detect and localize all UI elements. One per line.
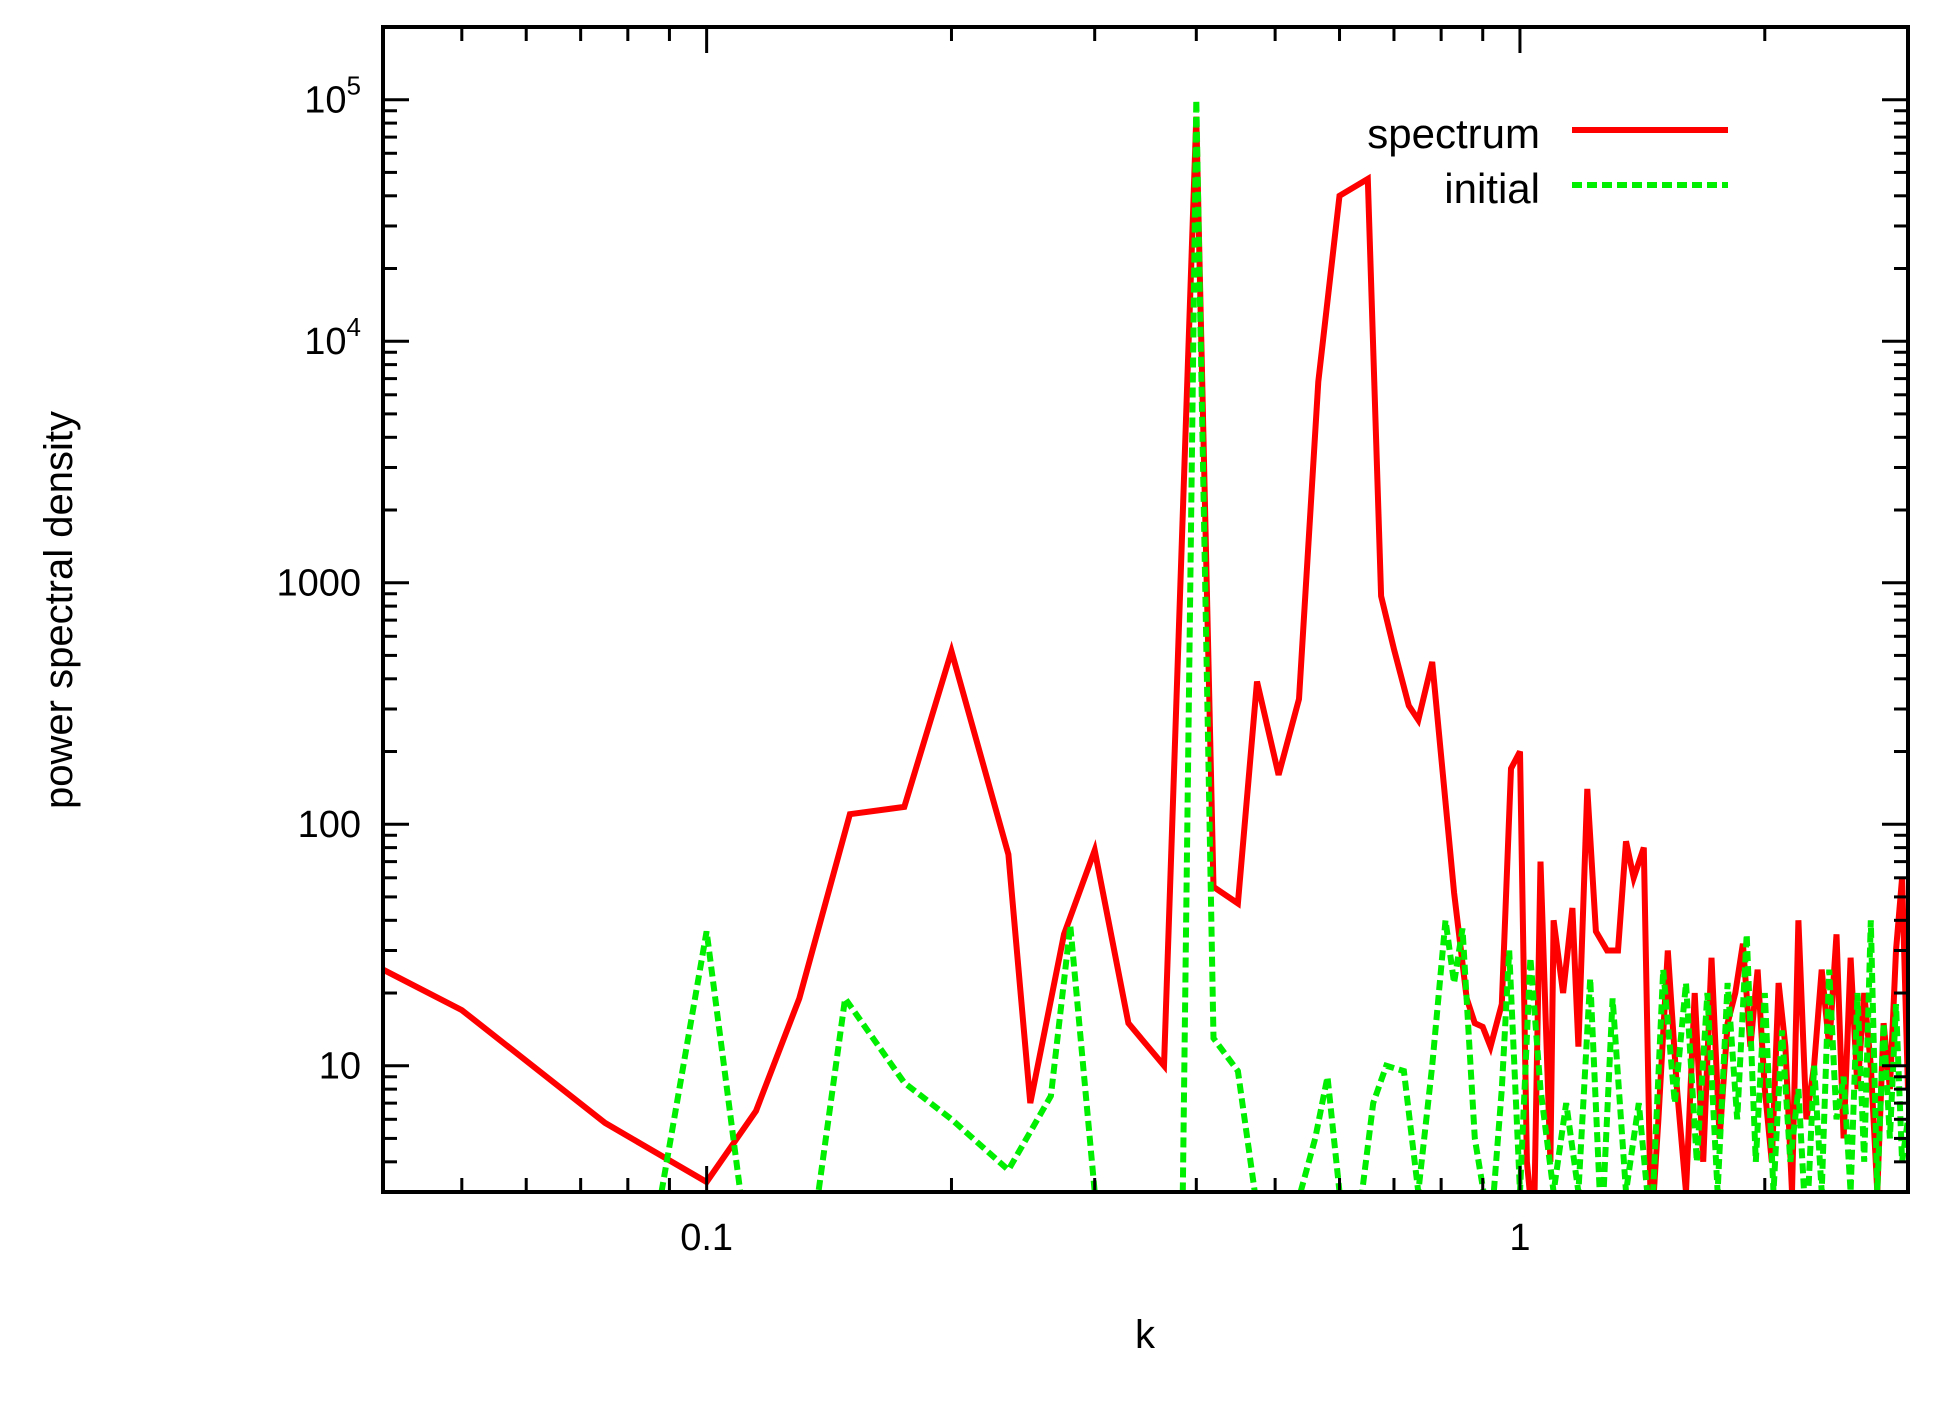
legend: spectrum initial: [1367, 110, 1728, 212]
legend-label-spectrum: spectrum: [1367, 110, 1540, 157]
y-axis-label: power spectral density: [37, 411, 81, 809]
axis-ticks: [381, 25, 1910, 1194]
x-tick-label: 1: [1509, 1217, 1530, 1259]
y-tick-label: 104: [304, 312, 361, 363]
y-tick-label: 105: [304, 71, 361, 122]
y-tick-label: 100: [298, 804, 361, 846]
legend-label-initial: initial: [1444, 165, 1540, 212]
x-axis-label: k: [1135, 1313, 1156, 1357]
x-tick-label: 0.1: [680, 1217, 733, 1259]
y-tick-label: 1000: [276, 563, 361, 605]
series-layer: [383, 99, 1908, 1192]
plot-frame: [381, 25, 1910, 1194]
series-line-initial: [658, 99, 1908, 1192]
tick-labels: 0.1 1 10 100 1000 104 105: [276, 71, 1530, 1259]
y-tick-label: 10: [319, 1046, 361, 1088]
